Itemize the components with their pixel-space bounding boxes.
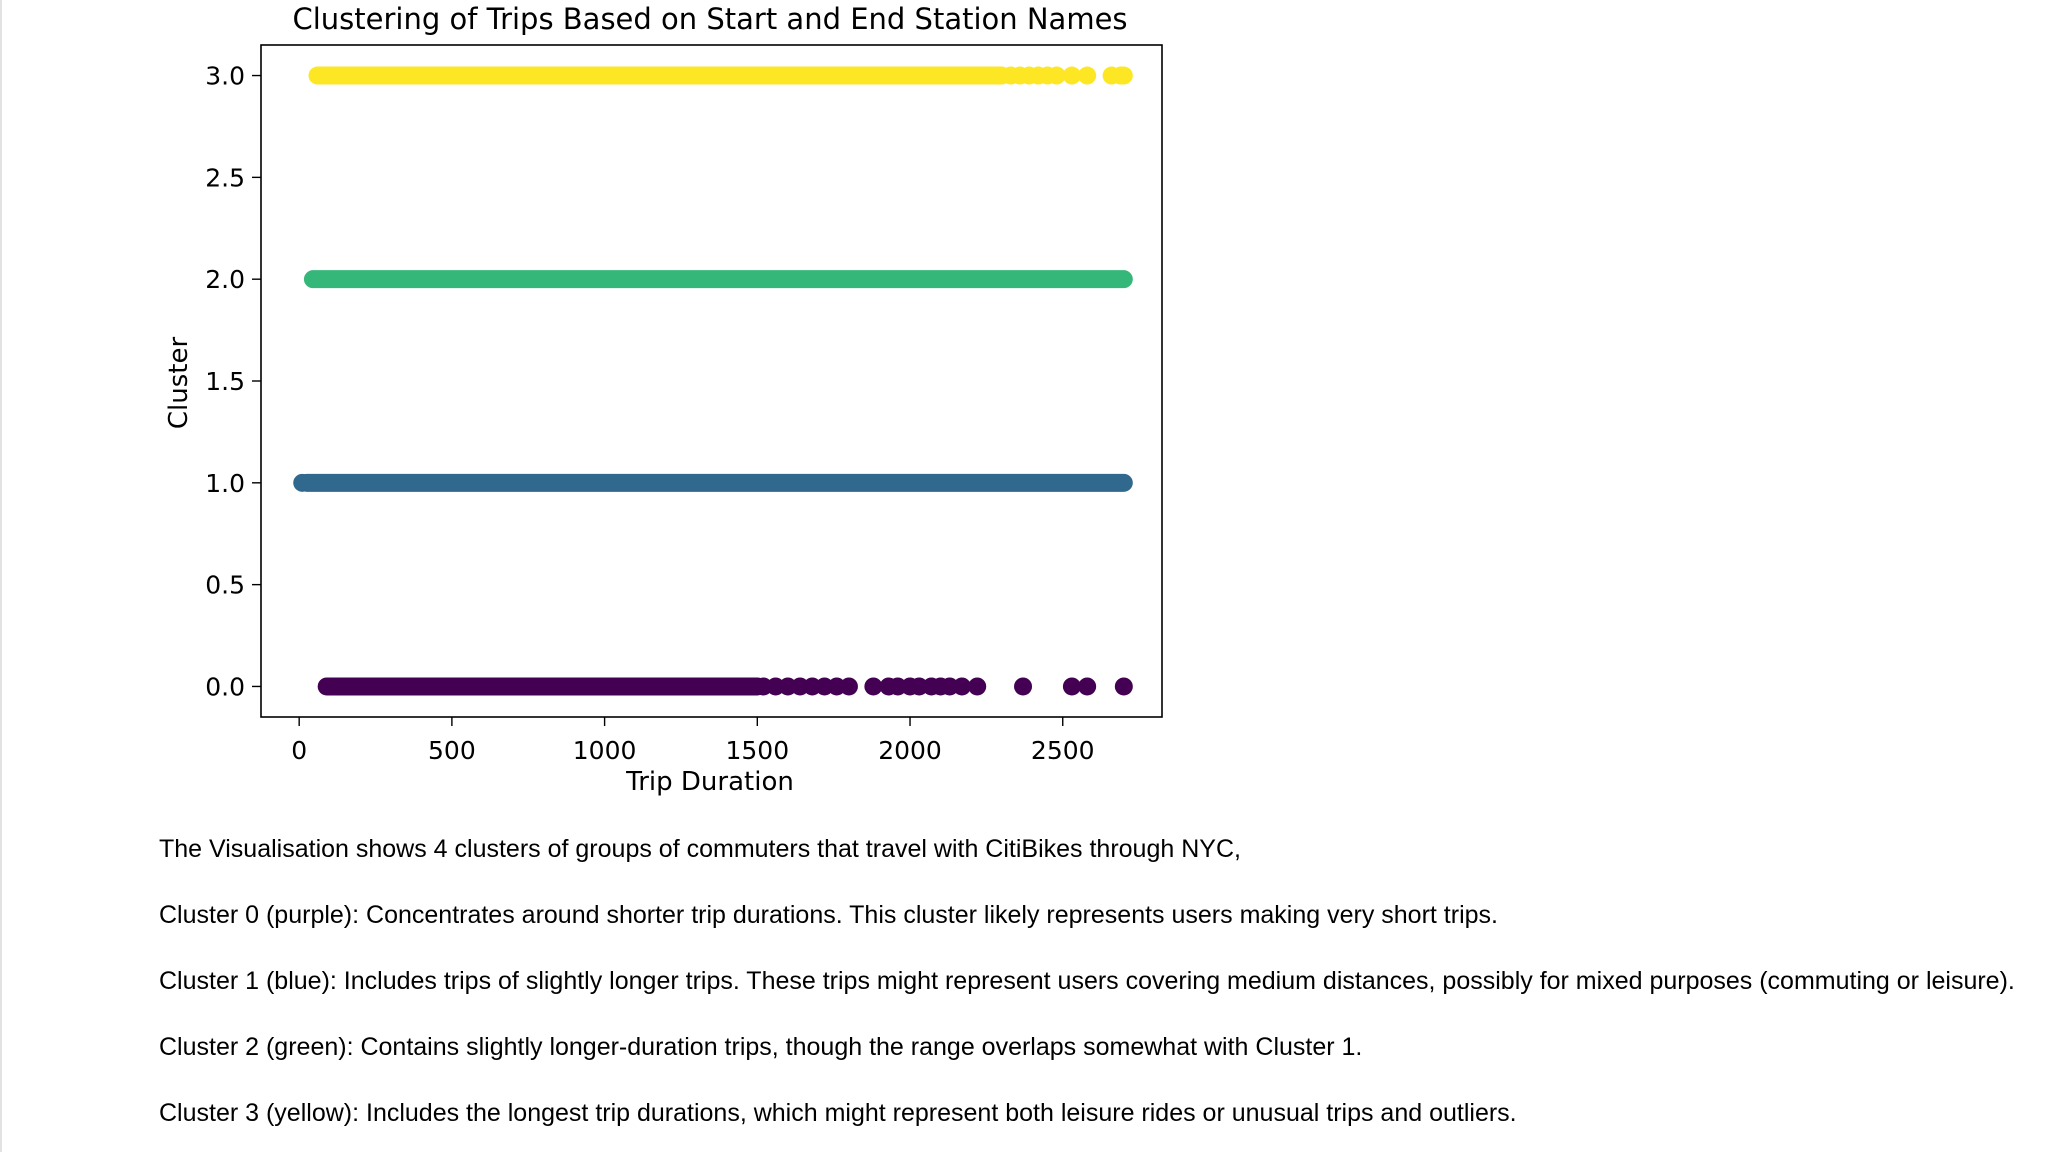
- y-tick-label: 0.5: [205, 571, 245, 600]
- cluster-0-point: [1014, 677, 1033, 696]
- analysis-notes: The Visualisation shows 4 clusters of gr…: [159, 834, 2059, 1152]
- y-axis-ticks: 0.0 0.5 1.0 1.5 2.0 2.5 3.0: [205, 62, 261, 701]
- cluster-scatter-chart: Clustering of Trips Based on Start and E…: [164, 2, 1163, 797]
- y-tick-label: 2.5: [205, 163, 245, 192]
- cluster-0-point: [1062, 677, 1081, 696]
- x-tick-label: 1000: [573, 736, 637, 765]
- cluster-0-point: [1114, 677, 1133, 696]
- cluster-0-point: [864, 677, 883, 696]
- x-tick-label: 2500: [1031, 736, 1095, 765]
- cluster-3-points: [308, 66, 1133, 85]
- x-tick-label: 2000: [878, 736, 942, 765]
- cluster-0-point: [1078, 677, 1097, 696]
- cluster-3-point: [1047, 66, 1066, 85]
- y-tick-label: 3.0: [205, 62, 245, 91]
- y-tick-label: 1.0: [205, 469, 245, 498]
- scatter-points: [293, 66, 1133, 696]
- y-tick-label: 2.0: [205, 265, 245, 294]
- cluster-1-point: [293, 473, 312, 492]
- cluster-0-point: [839, 677, 858, 696]
- cluster-0-points: [317, 677, 1133, 696]
- note-cluster-2: Cluster 2 (green): Contains slightly lon…: [159, 1033, 1363, 1061]
- cluster-0-point: [952, 677, 971, 696]
- cluster-1-points: [293, 473, 1133, 492]
- y-axis-label: Cluster: [164, 337, 194, 430]
- x-tick-label: 1500: [726, 736, 790, 765]
- x-tick-label: 0: [291, 736, 307, 765]
- plot-area-frame: [260, 44, 1163, 718]
- chart-title: Clustering of Trips Based on Start and E…: [292, 2, 1127, 36]
- note-cluster-1: Cluster 1 (blue): Includes trips of slig…: [159, 967, 2015, 995]
- cluster-3-point: [1114, 66, 1133, 85]
- x-axis-ticks: 0 500 1000 1500 2000 2500: [291, 717, 1095, 765]
- note-cluster-3: Cluster 3 (yellow): Includes the longest…: [159, 1099, 1517, 1127]
- cluster-3-point: [1062, 66, 1081, 85]
- x-tick-label: 500: [428, 736, 476, 765]
- y-tick-label: 0.0: [205, 672, 245, 701]
- note-cluster-0: Cluster 0 (purple): Concentrates around …: [159, 901, 1498, 929]
- cluster-0-point: [968, 677, 987, 696]
- notes-intro: The Visualisation shows 4 clusters of gr…: [159, 835, 1241, 863]
- cell-left-rule: [0, 0, 2, 1152]
- y-tick-label: 1.5: [205, 367, 245, 396]
- x-axis-label: Trip Duration: [625, 767, 794, 797]
- cluster-3-point: [1078, 66, 1097, 85]
